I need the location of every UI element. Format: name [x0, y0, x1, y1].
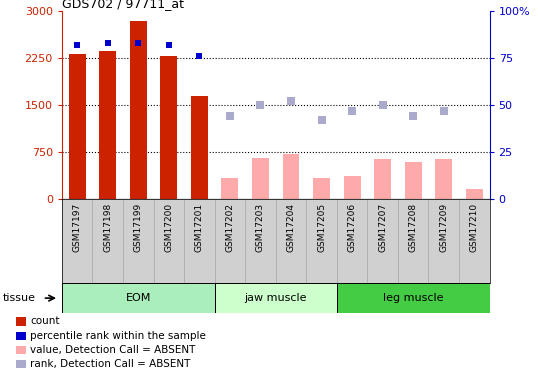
FancyBboxPatch shape — [367, 199, 398, 283]
Text: GSM17199: GSM17199 — [134, 203, 143, 252]
Text: GSM17206: GSM17206 — [348, 203, 357, 252]
FancyBboxPatch shape — [153, 199, 184, 283]
Bar — [344, 176, 360, 199]
FancyBboxPatch shape — [337, 199, 367, 283]
Bar — [313, 178, 330, 199]
FancyBboxPatch shape — [306, 199, 337, 283]
Bar — [282, 154, 300, 199]
Bar — [435, 159, 452, 199]
FancyBboxPatch shape — [215, 199, 245, 283]
Bar — [405, 162, 422, 199]
Text: GSM17208: GSM17208 — [409, 203, 417, 252]
Bar — [252, 158, 269, 199]
Text: EOM: EOM — [125, 293, 151, 303]
Text: percentile rank within the sample: percentile rank within the sample — [30, 331, 206, 340]
Text: GSM17207: GSM17207 — [378, 203, 387, 252]
Bar — [62, 283, 215, 313]
Text: GSM17204: GSM17204 — [287, 203, 295, 252]
Text: GDS702 / 97711_at: GDS702 / 97711_at — [62, 0, 184, 10]
Text: GSM17200: GSM17200 — [164, 203, 173, 252]
FancyBboxPatch shape — [459, 199, 490, 283]
Bar — [100, 51, 116, 199]
Bar — [466, 189, 483, 199]
Bar — [374, 159, 391, 199]
Text: rank, Detection Call = ABSENT: rank, Detection Call = ABSENT — [30, 359, 190, 369]
Text: GSM17202: GSM17202 — [225, 203, 235, 252]
FancyBboxPatch shape — [62, 199, 93, 283]
Text: GSM17197: GSM17197 — [73, 203, 82, 252]
Bar — [69, 54, 86, 199]
Text: GSM17198: GSM17198 — [103, 203, 112, 252]
Text: tissue: tissue — [3, 293, 36, 303]
Text: count: count — [30, 316, 60, 326]
Bar — [215, 283, 337, 313]
FancyBboxPatch shape — [245, 199, 276, 283]
Text: GSM17209: GSM17209 — [439, 203, 448, 252]
Text: leg muscle: leg muscle — [383, 293, 443, 303]
Text: GSM17210: GSM17210 — [470, 203, 479, 252]
Bar — [191, 96, 208, 199]
Bar — [130, 21, 147, 199]
FancyBboxPatch shape — [123, 199, 153, 283]
Text: GSM17201: GSM17201 — [195, 203, 204, 252]
Bar — [160, 56, 177, 199]
FancyBboxPatch shape — [398, 199, 428, 283]
Bar — [222, 178, 238, 199]
Text: jaw muscle: jaw muscle — [244, 293, 307, 303]
FancyBboxPatch shape — [428, 199, 459, 283]
Text: value, Detection Call = ABSENT: value, Detection Call = ABSENT — [30, 345, 195, 355]
FancyBboxPatch shape — [184, 199, 215, 283]
FancyBboxPatch shape — [276, 199, 306, 283]
FancyBboxPatch shape — [93, 199, 123, 283]
Text: GSM17205: GSM17205 — [317, 203, 326, 252]
Text: GSM17203: GSM17203 — [256, 203, 265, 252]
Bar — [337, 283, 490, 313]
